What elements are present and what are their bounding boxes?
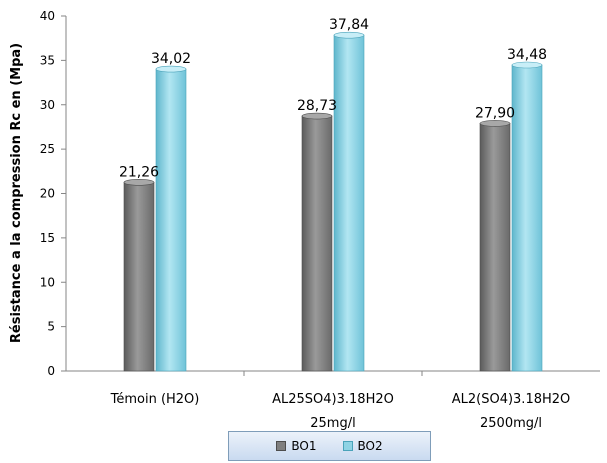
y-tick-label: 10 [40,275,55,289]
data-label: 37,84 [329,17,369,33]
data-label: 27,90 [475,105,515,121]
axes: 0 5 10 15 20 25 30 35 40 Témoin (H2O) AL25SO4)3.18… [40,9,600,431]
data-label: 28,73 [297,98,337,114]
y-axis-label: Résistance a la compression Rc en (Mpa) [9,43,24,343]
y-tick-label: 0 [47,364,55,378]
y-tick-label: 30 [40,98,55,112]
y-tick-label: 35 [40,53,55,67]
x-tick-label: AL2(SO4)3.18H2O [452,392,571,407]
bar-bo2 [155,68,187,372]
y-tick-label: 20 [40,187,55,201]
data-label: 34,02 [151,51,191,67]
bar-top [479,120,511,127]
x-tick-label: 25mg/l [310,416,355,431]
x-tick-label: AL25SO4)3.18H2O [272,392,394,407]
bar-top [333,31,365,39]
legend-item-bo2: BO2 [342,439,383,453]
bar-bo1 [479,123,511,372]
bar-bo2 [333,34,365,372]
bar-bo1 [123,182,155,372]
bars [123,31,543,372]
bar-top [511,61,543,69]
data-label: 34,48 [507,47,547,63]
bar-bo2 [511,64,543,372]
legend-label: BO2 [357,439,383,453]
legend-swatch [342,441,353,451]
y-tick-label: 25 [40,142,55,156]
legend: BO1 BO2 [228,431,431,461]
y-tick-label: 5 [47,320,55,334]
data-labels: 21,26 28,73 27,90 34,02 37,84 34,48 [119,17,547,180]
bar-bo1 [301,115,333,372]
legend-item-bo1: BO1 [276,439,317,453]
legend-label: BO1 [291,439,317,453]
bar-top [123,179,155,186]
y-tick-label: 15 [40,231,55,245]
y-tick-label: 40 [40,9,55,23]
x-tick-label: Témoin (H2O) [110,392,200,407]
data-label: 21,26 [119,164,159,180]
x-tick-label: 2500mg/l [480,416,542,431]
bar-top [301,112,333,120]
bar-top [155,65,187,73]
legend-swatch [276,441,287,451]
